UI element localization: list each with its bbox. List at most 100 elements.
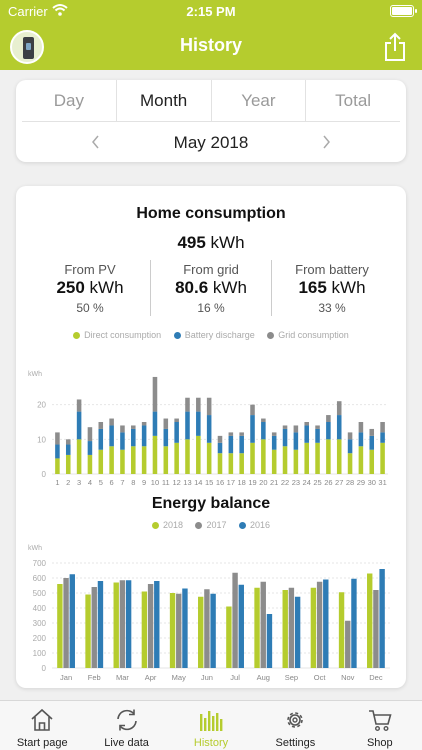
bar-segment: [131, 446, 136, 474]
bar-segment: [369, 435, 375, 450]
x-tick-label: 2: [66, 478, 70, 487]
chevron-left-icon[interactable]: [88, 133, 104, 151]
legend-item: Battery discharge: [173, 330, 255, 340]
period-selector: Day Month Year Total May 2018: [16, 80, 406, 162]
bar: [338, 592, 345, 668]
bar: [260, 581, 266, 668]
bar-segment: [250, 415, 255, 443]
bar-segment: [98, 449, 104, 474]
bar-segment: [163, 446, 169, 474]
x-tick-label: 10: [151, 478, 159, 487]
tab-settings[interactable]: Settings: [253, 701, 337, 750]
x-tick-label: 31: [378, 478, 386, 487]
bar-chart-icon: [200, 711, 223, 731]
bar-segment: [141, 425, 147, 447]
stat-label: From PV: [64, 262, 116, 277]
bar-segment: [196, 397, 201, 412]
x-tick-label: 21: [270, 478, 278, 487]
y-tick-label: 700: [33, 559, 47, 568]
bar-segment: [239, 453, 244, 474]
bar-segment: [293, 449, 299, 474]
stat-unit: kWh: [212, 278, 247, 297]
tab-shop[interactable]: Shop: [338, 701, 422, 750]
tab-month[interactable]: Month: [117, 80, 212, 121]
tab-history[interactable]: History: [169, 701, 253, 750]
bar-segment: [174, 442, 179, 474]
bar-segment: [304, 422, 309, 426]
stat-from-grid: From grid 80.6 kWh 16 %: [151, 260, 272, 316]
bar-segment: [206, 397, 212, 416]
x-tick-label: 8: [131, 478, 135, 487]
bar-segment: [109, 446, 114, 474]
bar-segment: [358, 446, 364, 474]
bar-segment: [217, 435, 223, 443]
legend-swatch: [73, 332, 81, 339]
bar: [63, 578, 69, 668]
tab-start-page[interactable]: Start page: [0, 701, 84, 750]
bar-segment: [120, 449, 125, 474]
bar: [113, 582, 119, 668]
tab-label: Settings: [275, 737, 316, 749]
bar-segment: [239, 435, 244, 454]
bar-segment: [65, 454, 71, 474]
x-tick-label: Oct: [314, 673, 327, 682]
tab-live-data[interactable]: Live data: [84, 701, 168, 750]
bar: [254, 587, 260, 668]
home-consumption-title: Home consumption: [136, 205, 286, 222]
x-tick-label: Jul: [230, 673, 240, 682]
bar: [97, 581, 104, 668]
bar: [119, 580, 126, 668]
bar-segment: [250, 442, 255, 474]
period-tabs: Day Month Year Total: [22, 80, 400, 122]
x-tick-label: Mar: [116, 673, 129, 682]
chevron-right-icon[interactable]: [318, 133, 334, 151]
bar: [226, 606, 232, 668]
y-tick-label: 0: [42, 664, 47, 673]
bar-segment: [347, 432, 353, 440]
total-consumption-unit: kWh: [210, 233, 245, 252]
x-tick-label: 12: [172, 478, 180, 487]
x-tick-label: Apr: [145, 673, 157, 682]
bar: [169, 593, 176, 668]
stat-value: 165: [298, 278, 327, 297]
x-tick-label: 5: [99, 478, 103, 487]
stat-percent: 16 %: [197, 301, 225, 315]
tab-year[interactable]: Year: [212, 80, 307, 121]
energy-balance-legend: 2018 2017 2016: [16, 520, 406, 530]
stat-from-battery: From battery 165 kWh 33 %: [272, 260, 392, 316]
stat-percent: 33 %: [318, 301, 346, 315]
bar-segment: [196, 411, 201, 436]
x-tick-label: 23: [292, 478, 300, 487]
bar-segment: [217, 453, 223, 474]
bar-segment: [282, 446, 288, 474]
cart-icon: [368, 710, 392, 732]
bar-segment: [369, 428, 375, 436]
bar: [266, 614, 273, 668]
tab-day[interactable]: Day: [22, 80, 117, 121]
bar-segment: [261, 418, 266, 422]
bar-segment: [131, 425, 136, 429]
bar: [310, 587, 317, 668]
x-tick-label: 26: [324, 478, 332, 487]
stat-unit: kWh: [331, 278, 366, 297]
x-tick-label: 30: [368, 478, 376, 487]
bar: [373, 590, 379, 668]
legend-swatch: [195, 522, 203, 529]
y-tick-label: 200: [33, 634, 47, 643]
device-thumbnail[interactable]: [10, 30, 44, 64]
x-tick-label: 4: [88, 478, 92, 487]
bar-segment: [336, 415, 342, 440]
bar-segment: [65, 439, 71, 445]
bar-segment: [315, 428, 320, 443]
bar: [85, 594, 91, 668]
tab-total[interactable]: Total: [335, 91, 372, 110]
bar-segment: [152, 376, 158, 412]
bar-segment: [163, 428, 169, 447]
bar-segment: [120, 425, 125, 433]
x-tick-label: 18: [238, 478, 246, 487]
share-icon[interactable]: [382, 32, 408, 62]
bar-segment: [185, 439, 190, 474]
x-tick-label: Jun: [201, 673, 213, 682]
x-tick-label: Feb: [88, 673, 101, 682]
wifi-icon: [52, 4, 68, 16]
